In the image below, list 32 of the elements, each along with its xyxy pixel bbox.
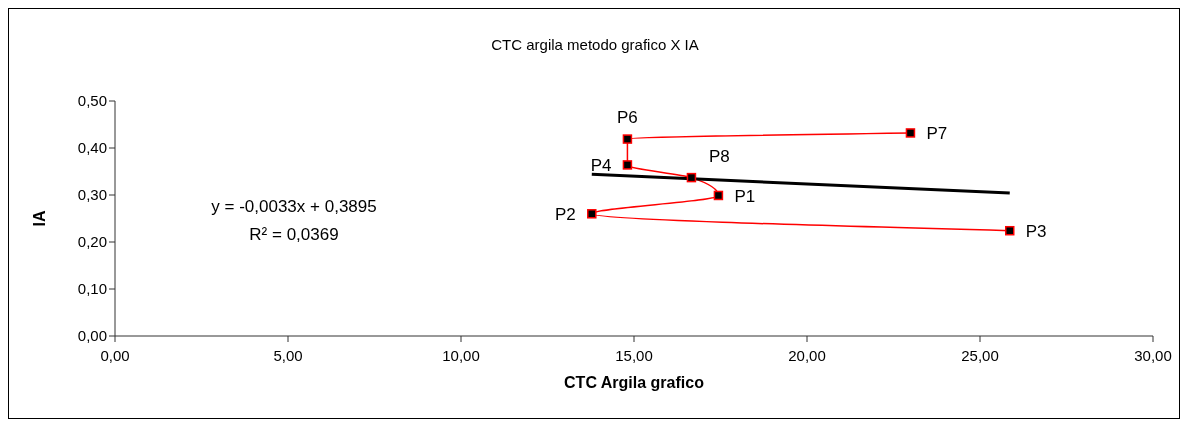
annotation: y = -0,0033x + 0,3895	[210, 197, 378, 217]
point	[1005, 225, 1015, 236]
x-tick-label: 15,00	[615, 346, 653, 364]
x-tick-label: 10,00	[442, 346, 480, 364]
x-tick-label: 0,00	[100, 346, 130, 364]
x-tick-label: 30,00	[1134, 346, 1172, 364]
annotation: P8	[709, 146, 730, 166]
annotation: P3	[1025, 221, 1047, 241]
x-tick-label: 5,00	[273, 346, 303, 364]
y-tick-label: 0,00	[77, 327, 107, 345]
annotation: P2	[554, 204, 576, 224]
y-tick-label: 0,30	[77, 186, 107, 204]
y-tick-label: 0,20	[77, 233, 107, 251]
point	[713, 190, 724, 201]
point	[686, 172, 697, 183]
point	[905, 128, 916, 138]
annotation: P6	[617, 108, 638, 128]
y-tick-label: 0,10	[77, 280, 107, 298]
annotation: P4	[590, 155, 612, 175]
y-tick-label: 0,50	[77, 92, 107, 110]
y-tick-label: 0,40	[77, 139, 107, 157]
point	[622, 134, 633, 144]
point	[622, 160, 633, 170]
chart-title: CTC argila metodo grafico X IA	[490, 36, 700, 53]
annotation: P1	[734, 186, 756, 206]
x-tick-label: 25,00	[961, 346, 999, 364]
x-axis-title: CTC Argila grafico	[564, 374, 705, 391]
x-tick-label: 20,00	[788, 346, 826, 364]
annotation: R² = 0,0369	[248, 225, 340, 245]
point	[587, 209, 597, 219]
annotation: P7	[926, 123, 948, 143]
y-axis-title: IA	[30, 210, 48, 227]
